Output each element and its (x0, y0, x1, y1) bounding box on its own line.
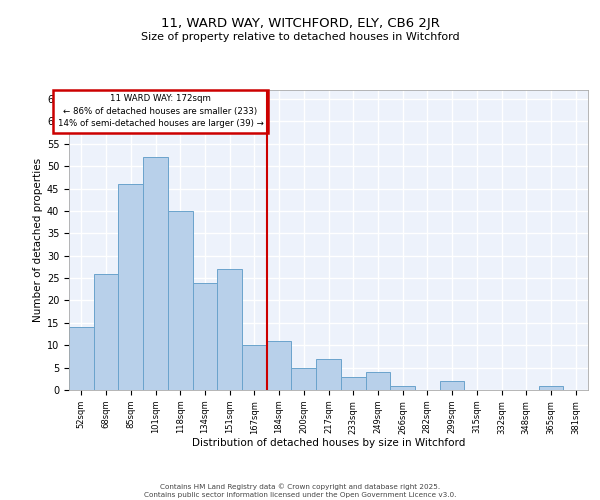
Bar (316, 358, 341, 390)
Bar (341, 376, 365, 390)
Bar (365, 372, 390, 390)
Text: 11 WARD WAY: 172sqm
← 86% of detached houses are smaller (233)
14% of semi-detac: 11 WARD WAY: 172sqm ← 86% of detached ho… (58, 94, 263, 128)
Y-axis label: Number of detached properties: Number of detached properties (32, 158, 43, 322)
Bar (118, 184, 143, 390)
Bar (94, 274, 118, 390)
Bar (193, 282, 217, 390)
Bar (267, 340, 292, 390)
Text: Contains HM Land Registry data © Crown copyright and database right 2025.
Contai: Contains HM Land Registry data © Crown c… (144, 484, 456, 498)
Text: 11, WARD WAY, WITCHFORD, ELY, CB6 2JR: 11, WARD WAY, WITCHFORD, ELY, CB6 2JR (161, 18, 439, 30)
Bar (242, 345, 267, 390)
X-axis label: Distribution of detached houses by size in Witchford: Distribution of detached houses by size … (192, 438, 465, 448)
Bar (217, 269, 242, 390)
Bar (440, 381, 464, 390)
Bar (292, 368, 316, 390)
Bar (539, 386, 563, 390)
Bar (168, 211, 193, 390)
Bar (390, 386, 415, 390)
Bar (143, 157, 168, 390)
Text: Size of property relative to detached houses in Witchford: Size of property relative to detached ho… (140, 32, 460, 42)
Bar (69, 328, 94, 390)
